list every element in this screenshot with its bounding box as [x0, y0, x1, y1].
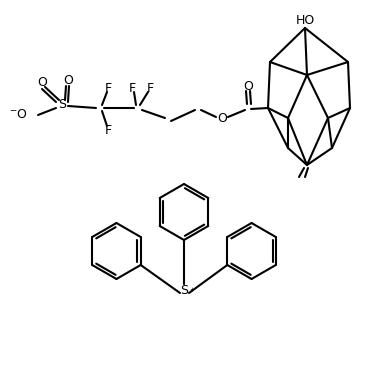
Text: S: S	[58, 99, 66, 111]
Text: $^{-}$O: $^{-}$O	[9, 109, 28, 121]
Text: F: F	[128, 81, 135, 94]
Text: S: S	[180, 283, 188, 296]
Text: F: F	[146, 81, 153, 94]
Text: F: F	[105, 81, 112, 94]
Text: O: O	[217, 111, 227, 124]
Text: O: O	[243, 79, 253, 93]
Text: F: F	[105, 124, 112, 136]
Text: $^{+}$: $^{+}$	[188, 287, 195, 297]
Text: HO: HO	[296, 13, 315, 26]
Text: O: O	[37, 76, 47, 88]
Text: O: O	[63, 73, 73, 86]
